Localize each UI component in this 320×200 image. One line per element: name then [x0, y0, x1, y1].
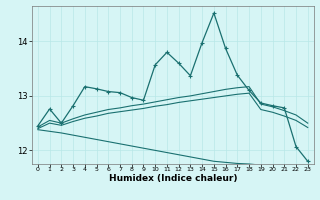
X-axis label: Humidex (Indice chaleur): Humidex (Indice chaleur)	[108, 174, 237, 183]
